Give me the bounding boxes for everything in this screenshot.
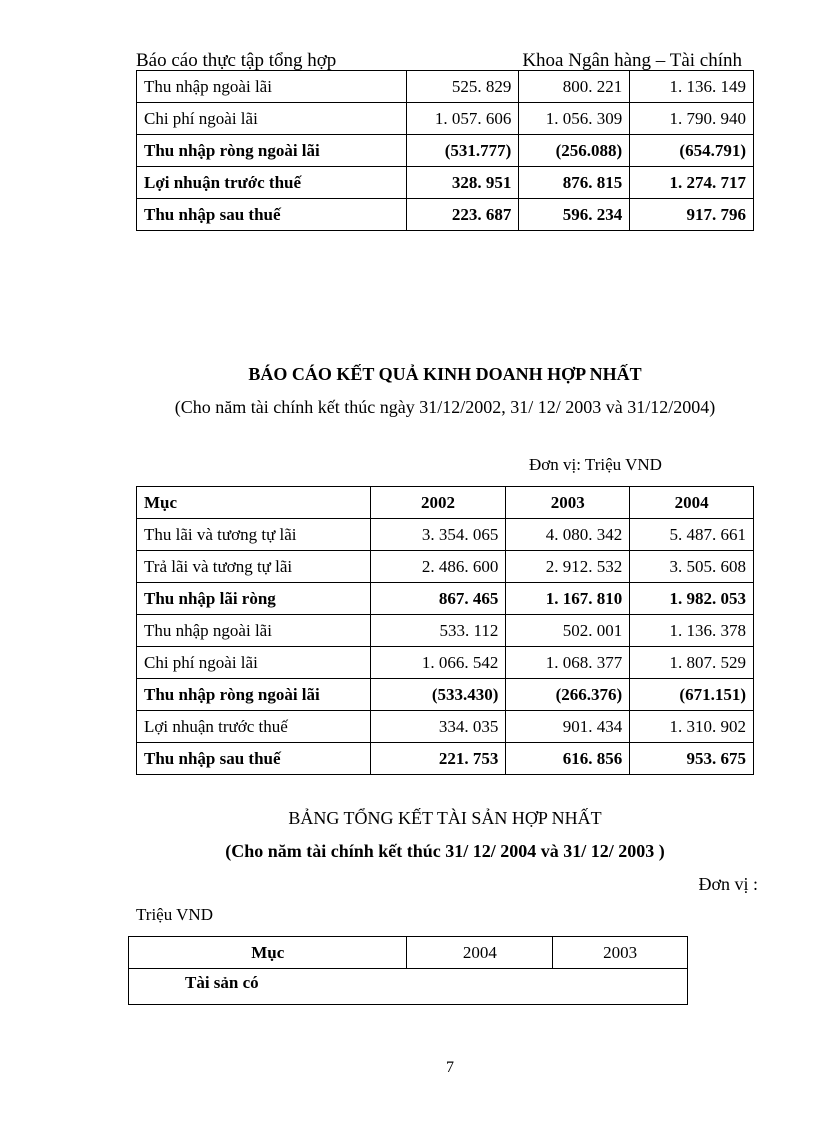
row-value: (654.791)	[629, 134, 754, 167]
row-value: 328. 951	[406, 166, 520, 199]
table-row: Thu nhập sau thuế 223. 687 596. 234 917. 79…	[135, 198, 754, 231]
row-label: Lợi nhuận trước thuế	[136, 710, 371, 743]
row-value: 1. 136. 378	[629, 614, 754, 647]
row-value: 525. 829	[406, 70, 520, 103]
income-table-continued: Thu nhập ngoài lãi 525. 829 800. 221 1. 136…	[135, 70, 754, 231]
row-value: 953. 675	[629, 742, 754, 775]
consolidated-income-table: Mục 2002 2003 2004 Thu lãi và tương tự l…	[136, 486, 754, 775]
row-value: (256.088)	[518, 134, 631, 167]
row-value: 901. 434	[505, 710, 631, 743]
row-label: Chi phí ngoài lãi	[136, 646, 371, 679]
row-value: 2. 912. 532	[505, 550, 631, 583]
row-label: Thu nhập sau thuế	[136, 742, 371, 775]
row-value: 867. 465	[369, 582, 507, 615]
row-value: 616. 856	[505, 742, 631, 775]
column-header-item: Mục	[136, 486, 371, 519]
row-value: (531.777)	[406, 134, 520, 167]
row-label: Thu nhập ngoài lãi	[135, 70, 408, 103]
page-number: 7	[446, 1059, 454, 1076]
table-row: Thu nhập ngoài lãi 525. 829 800. 221 1. 136…	[135, 70, 754, 103]
row-value: 1. 807. 529	[629, 646, 754, 679]
row-label: Thu lãi và tương tự lãi	[136, 518, 371, 551]
row-value: 1. 066. 542	[369, 646, 507, 679]
row-value: (266.376)	[505, 678, 631, 711]
column-header-2003: 2003	[552, 936, 688, 969]
header-left: Báo cáo thực tập tổng hợp	[136, 50, 337, 71]
table-row: Thu lãi và tương tự lãi 3. 354. 065 4. 080…	[136, 518, 754, 551]
row-value: 917. 796	[629, 198, 754, 231]
row-value: (671.151)	[629, 678, 754, 711]
table-row: Trả lãi và tương tự lãi 2. 486. 600 2. 912…	[136, 550, 754, 583]
row-label: Thu nhập sau thuế	[135, 198, 408, 231]
column-header-item: Mục	[127, 936, 408, 969]
row-value: 1. 057. 606	[406, 102, 520, 135]
row-value: 3. 354. 065	[369, 518, 507, 551]
section3-unit-label: Đơn vị :	[698, 874, 758, 894]
section3-subtitle: (Cho năm tài chính kết thúc 31/ 12/ 2004…	[225, 841, 665, 861]
row-value: 502. 001	[505, 614, 631, 647]
balance-sheet-table: Mục 2004 2003 Tài sản có	[127, 936, 688, 1005]
row-label: Chi phí ngoài lãi	[135, 102, 408, 135]
row-value: 1. 982. 053	[629, 582, 754, 615]
row-value: 223. 687	[406, 198, 520, 231]
row-value: 4. 080. 342	[505, 518, 631, 551]
column-header-2003: 2003	[505, 486, 631, 519]
section3-title: BẢNG TỔNG KẾT TÀI SẢN HỢP NHẤT	[288, 808, 602, 828]
column-header-2004: 2004	[406, 936, 554, 969]
header-right: Khoa Ngân hàng – Tài chính	[522, 50, 742, 71]
table-row: Thu nhập lãi ròng 867. 465 1. 167. 810 1. 9…	[136, 582, 754, 615]
table-row: Chi phí ngoài lãi 1. 057. 606 1. 056. 309 1…	[135, 102, 754, 135]
row-value: 876. 815	[518, 166, 631, 199]
table-row: Chi phí ngoài lãi 1. 066. 542 1. 068. 377 1…	[136, 646, 754, 679]
row-value: 1. 310. 902	[629, 710, 754, 743]
column-header-2004: 2004	[629, 486, 754, 519]
table-row: Thu nhập ròng ngoài lãi (531.777) (256.088…	[135, 134, 754, 167]
table-row: Thu nhập ròng ngoài lãi (533.430) (266.376…	[136, 678, 754, 711]
row-value: 5. 487. 661	[629, 518, 754, 551]
row-value: 800. 221	[518, 70, 631, 103]
section2-title: BÁO CÁO KẾT QUẢ KINH DOANH HỢP NHẤT	[248, 364, 642, 384]
table-row: Thu nhập sau thuế 221. 753 616. 856 953. 67…	[136, 742, 754, 775]
row-value: 3. 505. 608	[629, 550, 754, 583]
row-value: 1. 068. 377	[505, 646, 631, 679]
row-value: 1. 167. 810	[505, 582, 631, 615]
section2-subtitle: (Cho năm tài chính kết thúc ngày 31/12/2…	[174, 397, 716, 417]
row-label: Thu nhập ròng ngoài lãi	[135, 134, 408, 167]
table-row: Lợi nhuận trước thuế 334. 035 901. 434 1. 3…	[136, 710, 754, 743]
row-value: 221. 753	[369, 742, 507, 775]
row-value: (533.430)	[369, 678, 507, 711]
row-value: 1. 790. 940	[629, 102, 754, 135]
row-label: Thu nhập ròng ngoài lãi	[136, 678, 371, 711]
row-label: Lợi nhuận trước thuế	[135, 166, 408, 199]
row-value: 1. 136. 149	[629, 70, 754, 103]
row-value: 1. 056. 309	[518, 102, 631, 135]
row-value: 334. 035	[369, 710, 507, 743]
section2-unit: Đơn vị: Triệu VND	[529, 455, 662, 474]
row-value: 596. 234	[518, 198, 631, 231]
section3-unit-value: Triệu VND	[136, 905, 213, 924]
table-row: Lợi nhuận trước thuế 328. 951 876. 815 1. 2…	[135, 166, 754, 199]
row-value: 2. 486. 600	[369, 550, 507, 583]
table-row: Thu nhập ngoài lãi 533. 112 502. 001 1. 136…	[136, 614, 754, 647]
row-label: Trả lãi và tương tự lãi	[136, 550, 371, 583]
row-assets: Tài sản có	[128, 968, 688, 1005]
row-label: Thu nhập ngoài lãi	[136, 614, 371, 647]
column-header-2002: 2002	[369, 486, 507, 519]
row-label: Thu nhập lãi ròng	[136, 582, 371, 615]
row-value: 533. 112	[369, 614, 507, 647]
row-value: 1. 274. 717	[629, 166, 754, 199]
